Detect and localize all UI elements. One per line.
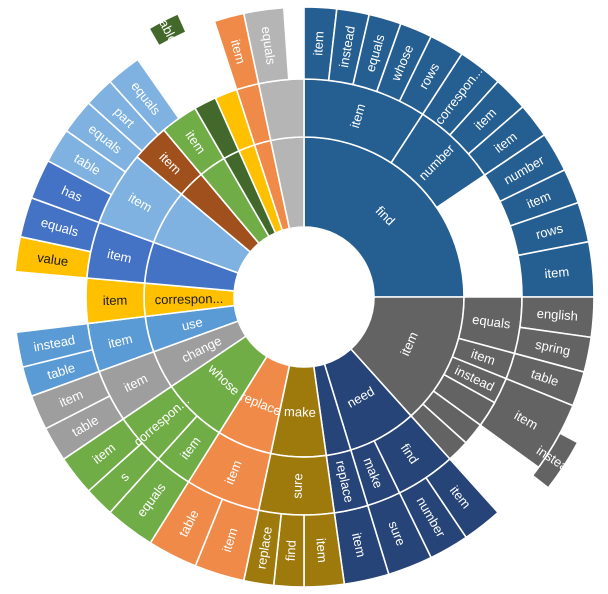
sunburst-segment[interactable] [242,6,290,85]
sunburst-label: item [349,531,369,558]
sunburst-label: item [106,246,133,266]
sunburst-label: item [313,538,330,564]
sunburst-label: item [544,264,570,281]
sunburst-label: sure [289,473,305,499]
sunburst-label: equals [259,25,279,66]
sunburst-segments [14,6,595,588]
sunburst-label: item [228,38,249,66]
sunburst-label: item [219,526,241,554]
sunburst-label: use [180,314,204,333]
sunburst-label: value [36,250,69,269]
sunburst-label: english [536,306,578,324]
sunburst-label: item [347,102,368,130]
sunburst-label: item [469,346,497,368]
sunburst-label: make [284,404,316,420]
sunburst-label: equals [471,312,511,332]
sunburst-segment[interactable] [531,432,579,489]
sunburst-label: item [107,331,134,351]
sunburst-label: replace [254,526,275,570]
sunburst-label: item [310,31,326,56]
sunburst-label: spring [534,337,572,359]
sunburst-label: instead [32,332,76,354]
sunburst-label: item [103,293,128,308]
sunburst-segment[interactable] [148,13,187,47]
sunburst-label: instead [336,25,358,69]
sunburst-label: rows [534,220,565,242]
sunburst-label: correspon... [155,291,224,307]
sunburst-label: find [283,540,299,562]
